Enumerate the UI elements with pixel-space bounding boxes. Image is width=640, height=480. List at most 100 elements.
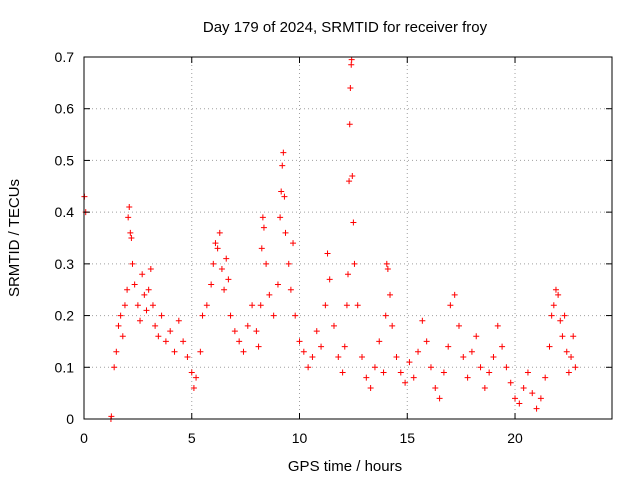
x-tick-label: 5 [188,430,196,446]
data-point [415,348,422,355]
data-point [550,302,557,309]
data-point [481,384,488,391]
data-point [167,328,174,335]
y-tick-label: 0.1 [55,359,75,375]
data-point [339,369,346,376]
data-point [115,322,122,329]
x-tick-label: 10 [292,430,308,446]
data-point [216,229,223,236]
data-point [171,348,178,355]
data-point [436,395,443,402]
data-point [305,364,312,371]
data-point [259,214,266,221]
data-point [253,328,260,335]
data-point [503,364,510,371]
data-point [137,317,144,324]
data-point [278,188,285,195]
axis-ticks: 0 0.1 0.2 0.3 0.4 0.5 0.6 0.7 0 5 10 15 20 [55,49,612,446]
data-point [322,302,329,309]
data-point [126,203,133,210]
data-point [477,364,484,371]
data-point [494,322,501,329]
data-point [149,302,156,309]
data-point [263,260,270,267]
data-point [516,400,523,407]
data-point [128,235,135,241]
data-point [113,348,120,355]
data-point [281,193,288,200]
y-tick-label: 0.3 [55,256,75,272]
data-point [324,250,331,257]
data-point [557,317,564,324]
data-point [285,260,292,267]
data-point [349,172,356,179]
data-point [486,369,493,376]
data-point [218,266,225,273]
data-point [121,302,128,309]
grid [84,57,612,419]
data-point [280,149,287,156]
data-point [143,307,150,314]
data-point [345,271,351,278]
data-point [231,328,238,335]
data-point [108,413,115,420]
data-point [341,343,348,350]
data-point [318,343,325,350]
data-point [124,286,131,293]
data-point [445,343,452,350]
data-point [351,260,358,267]
data-point [335,353,342,360]
data-point [309,353,316,360]
data-point [155,333,162,340]
data-point [134,302,141,309]
data-point [193,374,200,381]
data-point [440,369,447,376]
data-point [570,333,577,340]
data-point [363,374,370,381]
data-point [244,322,251,329]
data-point [197,348,204,355]
data-point [180,338,187,345]
data-point [287,286,294,293]
y-tick-label: 0.2 [55,308,75,324]
data-point [393,353,400,360]
data-point [389,322,396,329]
x-tick-label: 20 [507,430,523,446]
data-point [347,85,354,92]
data-point [249,302,256,309]
data-point [464,374,471,381]
data-point [455,322,462,329]
data-point [221,286,228,293]
data-point [419,317,426,324]
data-point [225,276,232,283]
data-point [125,214,132,221]
data-point [158,312,165,319]
data-point [227,312,234,319]
data-point [402,379,409,386]
data-point [548,312,555,319]
data-point [258,245,265,252]
data-point [240,348,247,355]
data-point [131,281,138,288]
data-point [139,271,146,278]
data-point [270,312,277,319]
data-point [520,384,527,391]
data-point [542,374,549,381]
data-point [447,302,454,309]
data-point [559,333,566,340]
data-point [406,359,413,366]
data-point [512,395,519,402]
y-axis-label: SRMTID / TECUs [6,179,23,297]
chart-title: Day 179 of 2024, SRMTID for receiver fro… [203,19,488,36]
data-point [546,343,553,350]
data-point [432,384,439,391]
data-point [387,291,394,298]
data-point [117,312,124,319]
data-point [524,369,531,376]
x-tick-label: 15 [399,430,415,446]
data-point [499,343,506,350]
data-point [552,286,559,293]
x-axis-label: GPS time / hours [288,458,402,475]
data-point [188,369,195,376]
